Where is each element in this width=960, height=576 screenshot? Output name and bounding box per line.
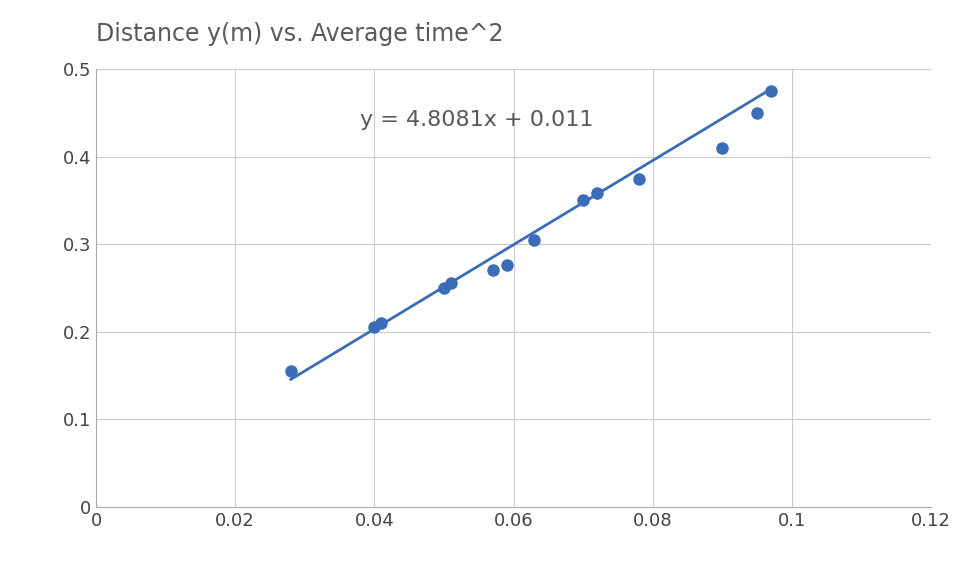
Text: Distance y(m) vs. Average time^2: Distance y(m) vs. Average time^2	[96, 22, 503, 46]
Text: y = 4.8081x + 0.011: y = 4.8081x + 0.011	[361, 110, 594, 130]
